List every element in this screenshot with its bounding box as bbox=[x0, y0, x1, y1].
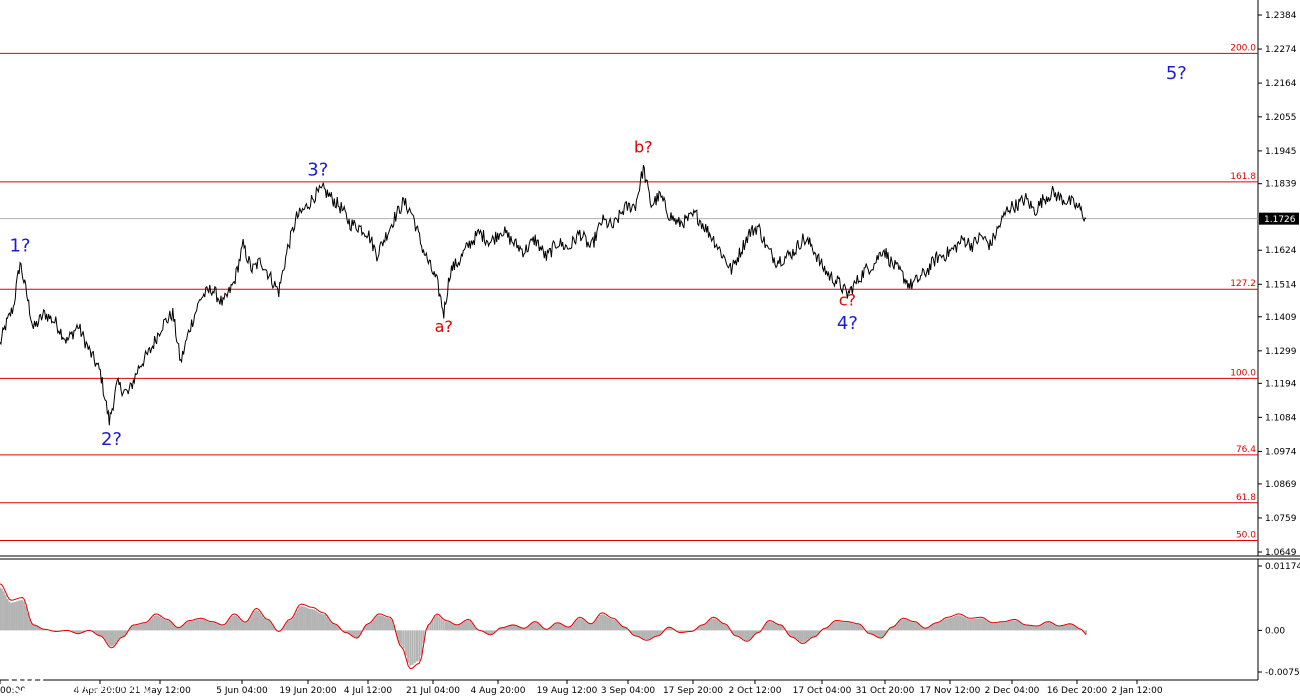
time-axis-ticks: 00:00 4 Apr 20:00 21 May 12:00 5 Jun 04:00 1… bbox=[0, 680, 1163, 696]
wave-label: 1? bbox=[10, 235, 31, 256]
wave-labels: 1? 2? 3? a? b? c? 4? 5? bbox=[10, 63, 1187, 450]
price-tick-label: 1.2274 bbox=[1265, 45, 1297, 55]
osc-tick-label: -0.00759 bbox=[1265, 668, 1300, 678]
price-tick-label: 1.0869 bbox=[1265, 480, 1297, 490]
price-tick-label: 1.0974 bbox=[1265, 447, 1297, 457]
current-price-box bbox=[1259, 212, 1299, 225]
price-tick-label: 1.1299 bbox=[1265, 347, 1297, 357]
price-tick-label: 1.1409 bbox=[1265, 313, 1297, 323]
wave-label: 4? bbox=[837, 313, 858, 334]
watermark-brand: instaforex bbox=[48, 657, 152, 685]
price-tick-label: 1.1194 bbox=[1265, 379, 1297, 389]
time-tick-label: 21 May 12:00 bbox=[129, 686, 191, 696]
price-tick-label: 1.1839 bbox=[1265, 180, 1297, 190]
osc-signal-line bbox=[0, 583, 1087, 670]
osc-tick-label: 0.01174 bbox=[1265, 562, 1300, 572]
fib-label: 61.8 bbox=[1236, 493, 1256, 503]
time-tick-label: 17 Oct 04:00 bbox=[793, 686, 852, 696]
price-line bbox=[0, 165, 1087, 426]
time-tick-label: 4 Jul 12:00 bbox=[344, 686, 393, 696]
fib-label: 127.2 bbox=[1230, 279, 1256, 289]
osc-tick-label: 0.00 bbox=[1265, 626, 1285, 636]
time-tick-label: 2 Jan 12:00 bbox=[1111, 686, 1163, 696]
time-tick-label: 16 Dec 20:00 bbox=[1047, 686, 1108, 696]
wave-label: 2? bbox=[101, 429, 122, 450]
wave-label: 5? bbox=[1166, 63, 1187, 84]
time-tick-label: 00:00 bbox=[0, 686, 26, 696]
instaforex-logo-icon bbox=[8, 659, 44, 695]
watermark-tagline: Instant Forex Trading bbox=[48, 683, 152, 695]
price-tick-label: 1.2164 bbox=[1265, 79, 1297, 89]
time-tick-label: 3 Sep 04:00 bbox=[601, 686, 656, 696]
fib-levels: 200.0 161.8 127.2 100.0 76.4 61.8 50.0 bbox=[0, 43, 1258, 542]
fib-label: 200.0 bbox=[1230, 43, 1256, 53]
price-tick-label: 1.1945 bbox=[1265, 147, 1297, 157]
time-tick-label: 4 Apr 20:00 bbox=[74, 686, 127, 696]
price-tick-label: 1.1084 bbox=[1265, 413, 1297, 423]
fib-label: 50.0 bbox=[1236, 531, 1256, 541]
wave-label: b? bbox=[634, 137, 653, 156]
price-series bbox=[0, 165, 1087, 426]
price-tick-label: 1.0649 bbox=[1265, 548, 1297, 558]
time-tick-label: 2 Oct 12:00 bbox=[729, 686, 782, 696]
oscillator bbox=[0, 583, 1088, 670]
time-tick-label: 5 Jun 04:00 bbox=[216, 686, 268, 696]
wave-label: 3? bbox=[307, 160, 328, 181]
wave-label: c? bbox=[839, 291, 856, 310]
time-tick-label: 17 Sep 20:00 bbox=[663, 686, 723, 696]
price-tick-label: 1.2055 bbox=[1265, 113, 1297, 123]
price-tick-label: 1.2384 bbox=[1265, 11, 1297, 21]
price-tick-label: 1.1514 bbox=[1265, 280, 1297, 290]
fib-label: 161.8 bbox=[1230, 172, 1256, 182]
time-tick-label: 21 Jul 04:00 bbox=[406, 686, 460, 696]
time-tick-label: 17 Nov 12:00 bbox=[920, 686, 981, 696]
current-price-label: 1.1726 bbox=[1264, 215, 1296, 225]
time-tick-label: 4 Aug 20:00 bbox=[471, 686, 526, 696]
time-tick-label: 2 Dec 04:00 bbox=[985, 686, 1040, 696]
oscillator-axis-ticks: 0.01174 0.00 -0.00759 bbox=[1258, 562, 1300, 678]
time-tick-label: 19 Jun 20:00 bbox=[279, 686, 336, 696]
watermark: instaforex Instant Forex Trading bbox=[4, 655, 182, 698]
fib-label: 100.0 bbox=[1230, 368, 1256, 378]
time-tick-label: 31 Oct 20:00 bbox=[856, 686, 915, 696]
price-tick-label: 1.1624 bbox=[1265, 246, 1297, 256]
price-axis-ticks: 1.2384 1.2274 1.2164 1.2055 1.1945 1.1839 1.16… bbox=[1258, 11, 1299, 558]
time-tick-label: 19 Aug 12:00 bbox=[537, 686, 598, 696]
wave-label: a? bbox=[435, 317, 453, 336]
fib-label: 76.4 bbox=[1236, 445, 1256, 455]
price-tick-label: 1.0759 bbox=[1265, 514, 1297, 524]
